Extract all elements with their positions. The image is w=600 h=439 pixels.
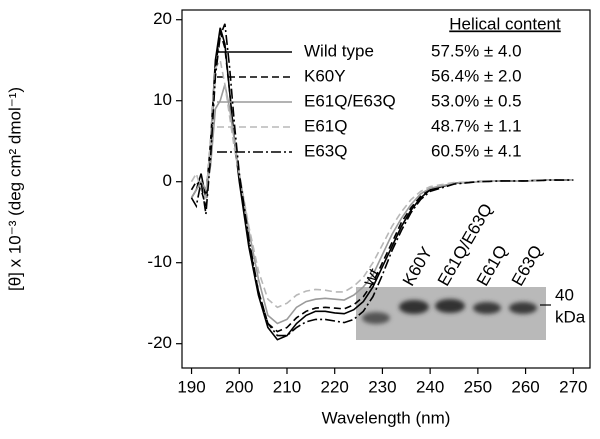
series-line bbox=[190, 23, 574, 337]
x-tick-label: 190 bbox=[177, 377, 205, 396]
legend-label: E61Q/E63Q bbox=[304, 91, 396, 110]
gel-inset bbox=[356, 287, 551, 340]
x-tick-label: 200 bbox=[225, 377, 253, 396]
lane-label: E61Q bbox=[473, 242, 511, 289]
helical-content: 56.4% ± 2.0 bbox=[431, 66, 522, 85]
gel-band bbox=[362, 312, 390, 324]
gel-band bbox=[435, 299, 465, 313]
y-tick-label: -10 bbox=[147, 252, 172, 271]
legend-heading: Helical content bbox=[449, 14, 561, 33]
legend-label: E61Q bbox=[304, 116, 347, 135]
helical-content: 48.7% ± 1.1 bbox=[431, 116, 522, 135]
series-line bbox=[190, 57, 574, 309]
y-axis-label: [θ] x 10⁻³ (deg cm² dmol⁻¹) bbox=[5, 87, 24, 291]
gel-background bbox=[356, 287, 546, 340]
legend-label: Wild type bbox=[304, 41, 374, 60]
x-tick-label: 210 bbox=[273, 377, 301, 396]
series-line bbox=[190, 84, 574, 325]
y-tick-label: 10 bbox=[153, 90, 172, 109]
helical-content: 60.5% ± 4.1 bbox=[431, 141, 522, 160]
lane-label: K60Y bbox=[399, 244, 436, 290]
gel-band bbox=[509, 302, 537, 314]
series-line bbox=[190, 31, 574, 333]
gel-band bbox=[473, 302, 501, 314]
plot-frame bbox=[181, 9, 591, 369]
legend-label: K60Y bbox=[304, 66, 346, 85]
x-tick-label: 220 bbox=[321, 377, 349, 396]
x-axis-label: Wavelength (nm) bbox=[322, 408, 451, 427]
helical-content: 53.0% ± 0.5 bbox=[431, 91, 522, 110]
x-tick-label: 240 bbox=[416, 377, 444, 396]
x-tick-label: 270 bbox=[559, 377, 587, 396]
legend-label: E63Q bbox=[304, 141, 347, 160]
marker-unit: kDa bbox=[555, 307, 586, 326]
x-tick-label: 250 bbox=[464, 377, 492, 396]
helical-content: 57.5% ± 4.0 bbox=[431, 41, 522, 60]
y-tick-label: -20 bbox=[147, 333, 172, 352]
gel-band bbox=[399, 300, 429, 314]
x-tick-label: 260 bbox=[511, 377, 539, 396]
lane-label: E63Q bbox=[508, 242, 546, 289]
y-tick-label: 0 bbox=[163, 171, 172, 190]
marker-label: 40 bbox=[555, 285, 574, 304]
y-tick-label: 20 bbox=[153, 9, 172, 28]
x-tick-label: 230 bbox=[368, 377, 396, 396]
